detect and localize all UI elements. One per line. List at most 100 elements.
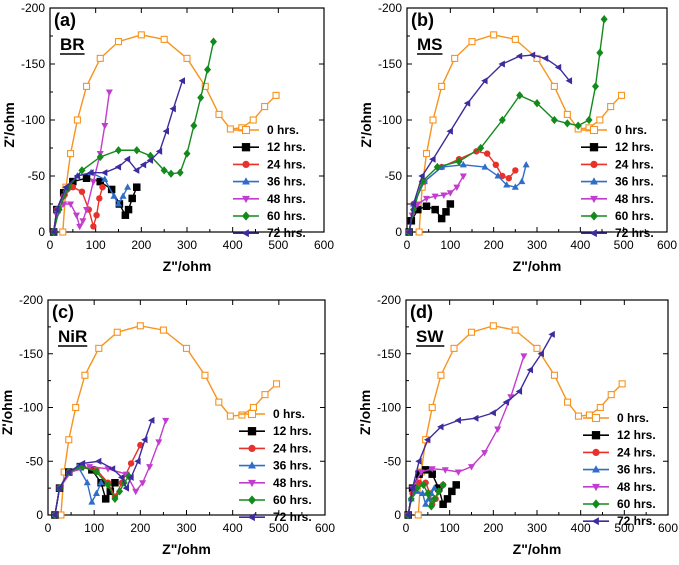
marker bbox=[118, 473, 125, 481]
marker bbox=[550, 82, 558, 90]
series-line bbox=[408, 19, 605, 233]
x-axis-title: Z"/ohm bbox=[513, 541, 562, 557]
legend: 0 hrs. 12 hrs. 24 hrs. 36 hrs. 48 hrs. 60 hrs… bbox=[239, 407, 312, 524]
legend-label: 60 hrs. bbox=[617, 497, 656, 511]
marker bbox=[82, 174, 91, 182]
marker bbox=[585, 115, 593, 125]
y-tick-label: -200 bbox=[378, 1, 402, 15]
marker bbox=[459, 173, 467, 180]
marker bbox=[201, 371, 209, 379]
chart-panel-b: 0 100 200 300 400 500 600 0 -50 -100 -150 -200 Z"/oh… bbox=[358, 1, 677, 274]
marker bbox=[128, 194, 136, 203]
marker bbox=[554, 63, 562, 71]
legend-label: 48 hrs. bbox=[267, 192, 306, 206]
marker bbox=[516, 91, 524, 100]
marker bbox=[548, 330, 555, 338]
marker bbox=[111, 494, 119, 504]
marker bbox=[507, 394, 515, 401]
marker bbox=[272, 91, 280, 99]
y-tick-label: 0 bbox=[394, 508, 401, 522]
series-line bbox=[54, 420, 153, 516]
legend-label: 36 hrs. bbox=[615, 175, 654, 189]
marker bbox=[468, 38, 476, 46]
marker bbox=[492, 161, 500, 168]
marker bbox=[422, 202, 431, 210]
marker bbox=[249, 116, 257, 124]
marker bbox=[574, 121, 582, 130]
series-0hrs bbox=[415, 31, 626, 236]
marker bbox=[162, 417, 170, 425]
marker bbox=[90, 223, 97, 230]
marker bbox=[419, 489, 427, 497]
marker bbox=[272, 380, 281, 388]
marker bbox=[146, 151, 154, 160]
marker bbox=[511, 183, 519, 190]
marker bbox=[427, 502, 435, 511]
marker bbox=[169, 105, 176, 113]
marker bbox=[533, 99, 541, 108]
legend-item: 48 hrs. bbox=[581, 192, 654, 206]
marker bbox=[428, 466, 436, 473]
x-tick-label: 100 bbox=[84, 521, 104, 535]
marker bbox=[183, 54, 191, 62]
marker bbox=[454, 416, 461, 424]
marker bbox=[520, 353, 528, 360]
marker bbox=[502, 398, 509, 406]
marker bbox=[132, 166, 140, 174]
legend-label: 36 hrs. bbox=[267, 175, 306, 189]
x-axis-title: Z"/ohm bbox=[162, 541, 211, 557]
x-tick-label: 0 bbox=[403, 521, 410, 535]
marker bbox=[617, 91, 626, 99]
y-tick-label: -100 bbox=[377, 401, 401, 415]
legend-label: 12 hrs. bbox=[267, 140, 306, 154]
sample-tag: MS bbox=[417, 35, 443, 54]
series-48hrs bbox=[50, 89, 113, 236]
legend-item: 60 hrs. bbox=[583, 497, 656, 511]
marker bbox=[596, 48, 604, 57]
marker bbox=[137, 441, 144, 449]
marker bbox=[439, 500, 447, 508]
panel-letter: (a) bbox=[54, 10, 76, 30]
marker bbox=[83, 478, 91, 486]
marker bbox=[114, 38, 123, 46]
marker bbox=[86, 464, 94, 471]
marker bbox=[101, 123, 109, 130]
marker bbox=[515, 52, 523, 60]
marker bbox=[422, 195, 431, 203]
marker bbox=[87, 169, 94, 177]
marker bbox=[591, 82, 600, 91]
x-tick-label: 500 bbox=[269, 521, 289, 535]
marker bbox=[589, 229, 597, 238]
legend-item: 0 hrs. bbox=[239, 407, 305, 421]
marker bbox=[454, 469, 462, 476]
marker bbox=[600, 15, 608, 24]
marker bbox=[53, 206, 60, 214]
marker bbox=[182, 344, 191, 352]
marker bbox=[136, 322, 144, 330]
marker bbox=[51, 511, 58, 519]
marker bbox=[59, 228, 67, 236]
marker bbox=[452, 481, 460, 489]
marker bbox=[607, 391, 615, 399]
marker bbox=[592, 499, 600, 509]
marker bbox=[99, 184, 106, 191]
marker bbox=[446, 190, 454, 197]
marker bbox=[124, 183, 132, 190]
marker bbox=[596, 116, 604, 124]
marker bbox=[105, 89, 113, 96]
y-axis-title: Z'/ohm bbox=[1, 102, 17, 147]
legend-item: 36 hrs. bbox=[581, 175, 654, 189]
marker bbox=[489, 322, 497, 330]
legend-label: 24 hrs. bbox=[617, 445, 656, 459]
marker bbox=[176, 168, 184, 177]
legend-item: 72 hrs. bbox=[583, 514, 656, 528]
marker bbox=[160, 35, 168, 43]
x-tick-label: 400 bbox=[223, 521, 243, 535]
panel-letter: (d) bbox=[410, 302, 433, 322]
marker bbox=[441, 467, 449, 474]
legend-label: 12 hrs. bbox=[615, 140, 654, 154]
legend-label: 12 hrs. bbox=[273, 424, 312, 438]
y-axis-title: Z'/ohm bbox=[0, 390, 15, 435]
marker bbox=[155, 147, 163, 155]
marker bbox=[204, 65, 212, 74]
